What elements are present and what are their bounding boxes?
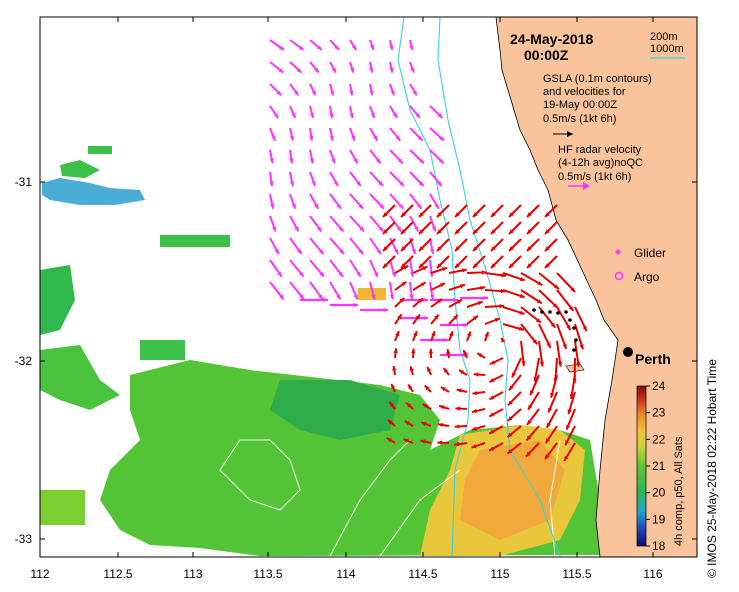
x-tick-label: 112.5 — [103, 567, 132, 581]
sst-patch-small-5 — [140, 340, 185, 360]
perth-marker — [623, 347, 633, 357]
x-tick-label: 112 — [30, 567, 49, 581]
hf-radar-arrows — [382, 204, 588, 462]
sst-patch-lower-left — [40, 345, 120, 410]
x-tick-label: 114 — [336, 567, 355, 581]
x-tick-label: 113 — [183, 567, 202, 581]
x-tick-label: 116 — [643, 567, 662, 581]
y-tick-label: -33 — [15, 532, 33, 546]
x-tick-label: 115 — [490, 567, 509, 581]
argo-legend-label: Argo — [634, 270, 660, 284]
credit-text: © IMOS 25-May-2018 02:22 Hobart Time — [705, 359, 719, 578]
hf-legend-line-1: HF radar velocity — [558, 144, 642, 156]
y-tick-label: -32 — [15, 354, 33, 368]
x-tick-label: 115.5 — [562, 567, 591, 581]
colorbar-tick-label: 19 — [652, 512, 666, 526]
colorbar-tick-label: 24 — [652, 379, 666, 393]
y-axis-ticks: -31 -32 -33 — [15, 175, 697, 546]
colorbar-tick-label: 20 — [652, 486, 666, 500]
colorbar-label: 4h comp, p50, All Sats — [673, 436, 685, 546]
x-tick-label: 113.5 — [253, 567, 282, 581]
sst-patch-small-1 — [358, 288, 386, 300]
sst-patch-north-left — [42, 178, 145, 205]
glider-legend-label: Glider — [634, 246, 666, 260]
colorbar-ticks: 24 23 22 21 20 19 18 — [646, 379, 666, 553]
colorbar — [636, 385, 647, 547]
perth-label: Perth — [635, 351, 671, 367]
sst-patches — [40, 146, 605, 556]
hf-legend-line-3: 0.5m/s (1kt 6h) — [558, 171, 631, 183]
sst-patch-small-4 — [40, 490, 85, 525]
x-tick-label: 114.5 — [408, 567, 437, 581]
sst-patch-north-left-green — [60, 160, 100, 178]
sst-patch-small-3 — [160, 235, 230, 247]
argo-legend-icon — [614, 271, 624, 281]
x-axis-ticks: 112 112.5 113 113.5 114 114.5 115 115.5 116 — [30, 17, 663, 581]
map-time: 00:00Z — [524, 47, 569, 63]
land-australia — [495, 16, 698, 558]
gsla-legend-line-4: 0.5m/s (1kt 6h) — [543, 113, 616, 125]
map-date: 24-May-2018 — [510, 31, 593, 47]
glider-legend-icon — [615, 249, 621, 255]
colorbar-tick-label: 22 — [652, 432, 666, 446]
gsla-legend-line-3: 19-May 00:00Z — [543, 99, 617, 111]
isobath-1000m — [397, 16, 471, 557]
hf-legend-line-2: (4-12h avg)noQC — [558, 157, 643, 169]
isobath-legend-1000m: 1000m — [650, 43, 684, 55]
colorbar-tick-label: 23 — [652, 406, 666, 420]
colorbar-tick-label: 21 — [652, 459, 666, 473]
isobath-legend-200m: 200m — [650, 31, 678, 43]
sst-hot-core — [460, 440, 565, 540]
sst-patch-small-2 — [88, 146, 112, 154]
plot-frame — [39, 16, 698, 558]
isobaths — [397, 16, 561, 557]
gsla-legend-line-2: and velocities for — [543, 86, 626, 98]
gsla-legend-line-1: GSLA (0.1m contours) — [543, 73, 652, 85]
sst-patch-dark-green — [270, 380, 400, 440]
gsla-velocity-arrows — [269, 39, 488, 358]
isobath-200m — [437, 16, 561, 557]
glider-track — [532, 308, 578, 352]
y-tick-label: -31 — [15, 175, 33, 189]
colorbar-tick-label: 18 — [652, 539, 666, 553]
sst-patch-mid-left — [40, 265, 75, 335]
